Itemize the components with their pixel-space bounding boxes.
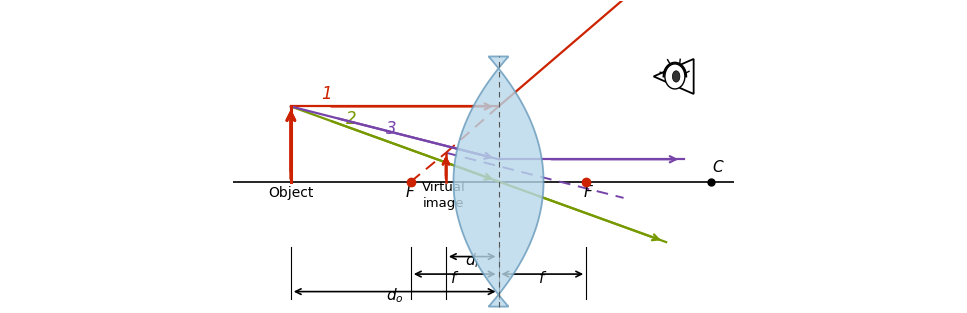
Text: 2: 2 [346,110,357,128]
Ellipse shape [665,64,685,89]
Text: Virtual
image: Virtual image [422,181,465,209]
Text: $F$: $F$ [583,183,594,199]
Text: $d_o$: $d_o$ [386,286,403,305]
Ellipse shape [672,71,680,82]
Text: $d_i$: $d_i$ [465,251,480,270]
Text: $f$: $f$ [538,270,547,286]
Text: $F$: $F$ [405,183,417,199]
Text: $C$: $C$ [713,158,725,175]
Text: $f$: $f$ [450,270,459,286]
Text: 1: 1 [321,85,332,103]
Polygon shape [454,56,543,307]
Text: 3: 3 [386,120,396,138]
Polygon shape [654,59,693,94]
Text: Object: Object [268,186,313,199]
